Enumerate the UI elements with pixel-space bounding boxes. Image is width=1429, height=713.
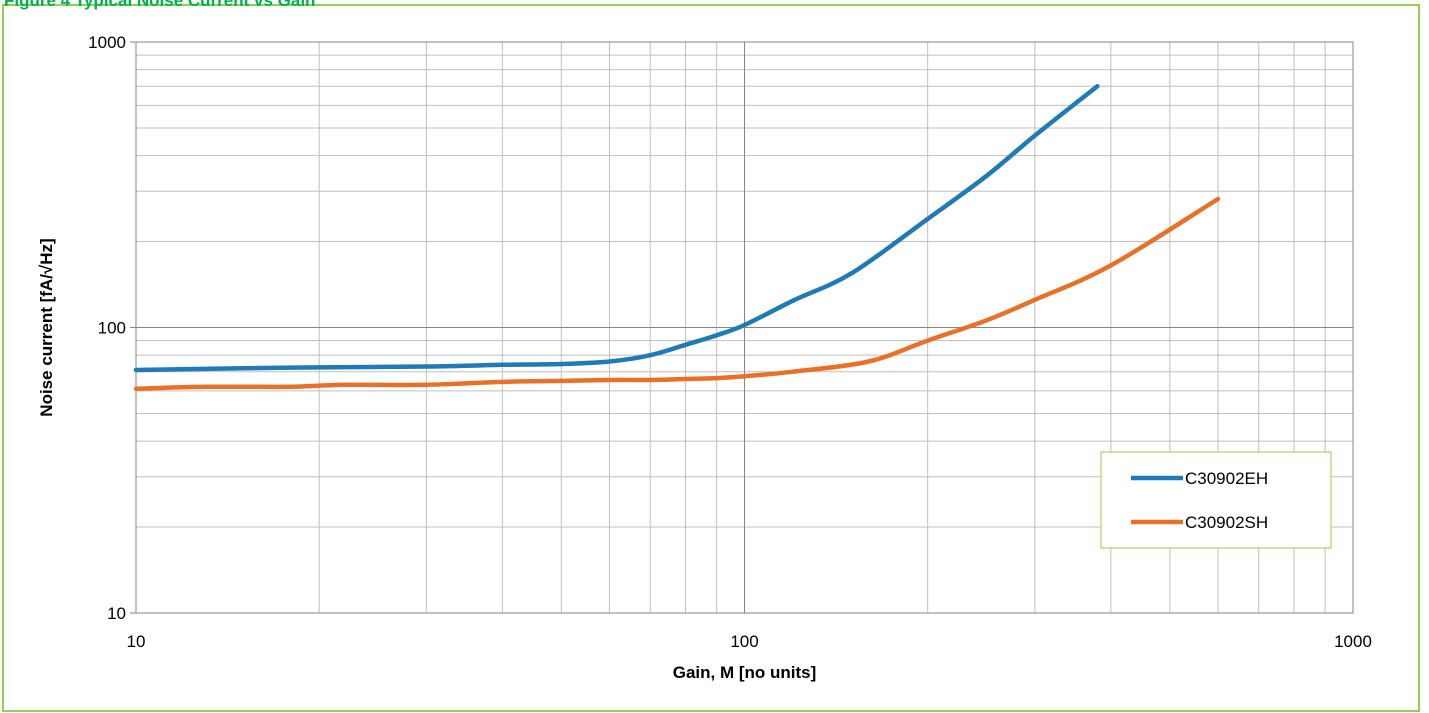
y-tick-label: 10	[107, 604, 126, 623]
legend-box	[1100, 451, 1332, 549]
tick-labels: 10 100 1000 10 100 1000	[88, 33, 1372, 651]
x-tick-label: 1000	[1334, 632, 1372, 651]
page-title: Figure 4 Typical Noise Current vs Gain	[4, 0, 316, 10]
y-tick-label: 100	[98, 319, 126, 338]
series-line-c30902sh	[133, 196, 1221, 392]
legend-label: C30902SH	[1185, 513, 1268, 532]
plot-area-border	[135, 41, 1354, 614]
x-tick-label: 100	[730, 632, 758, 651]
y-axis-title: Noise current [fA/√Hz]	[37, 238, 56, 416]
series-lines	[133, 83, 1221, 392]
y-tick-label: 1000	[88, 33, 126, 52]
chart: 10 100 1000 10 100 1000 Gain, M [no units] No…	[37, 33, 1372, 682]
legend-label: C30902EH	[1185, 469, 1268, 488]
series-line-c30902eh	[133, 83, 1100, 373]
legend: C30902EH C30902SH	[1100, 451, 1332, 549]
x-tick-label: 10	[127, 632, 146, 651]
x-axis-title: Gain, M [no units]	[673, 663, 817, 682]
